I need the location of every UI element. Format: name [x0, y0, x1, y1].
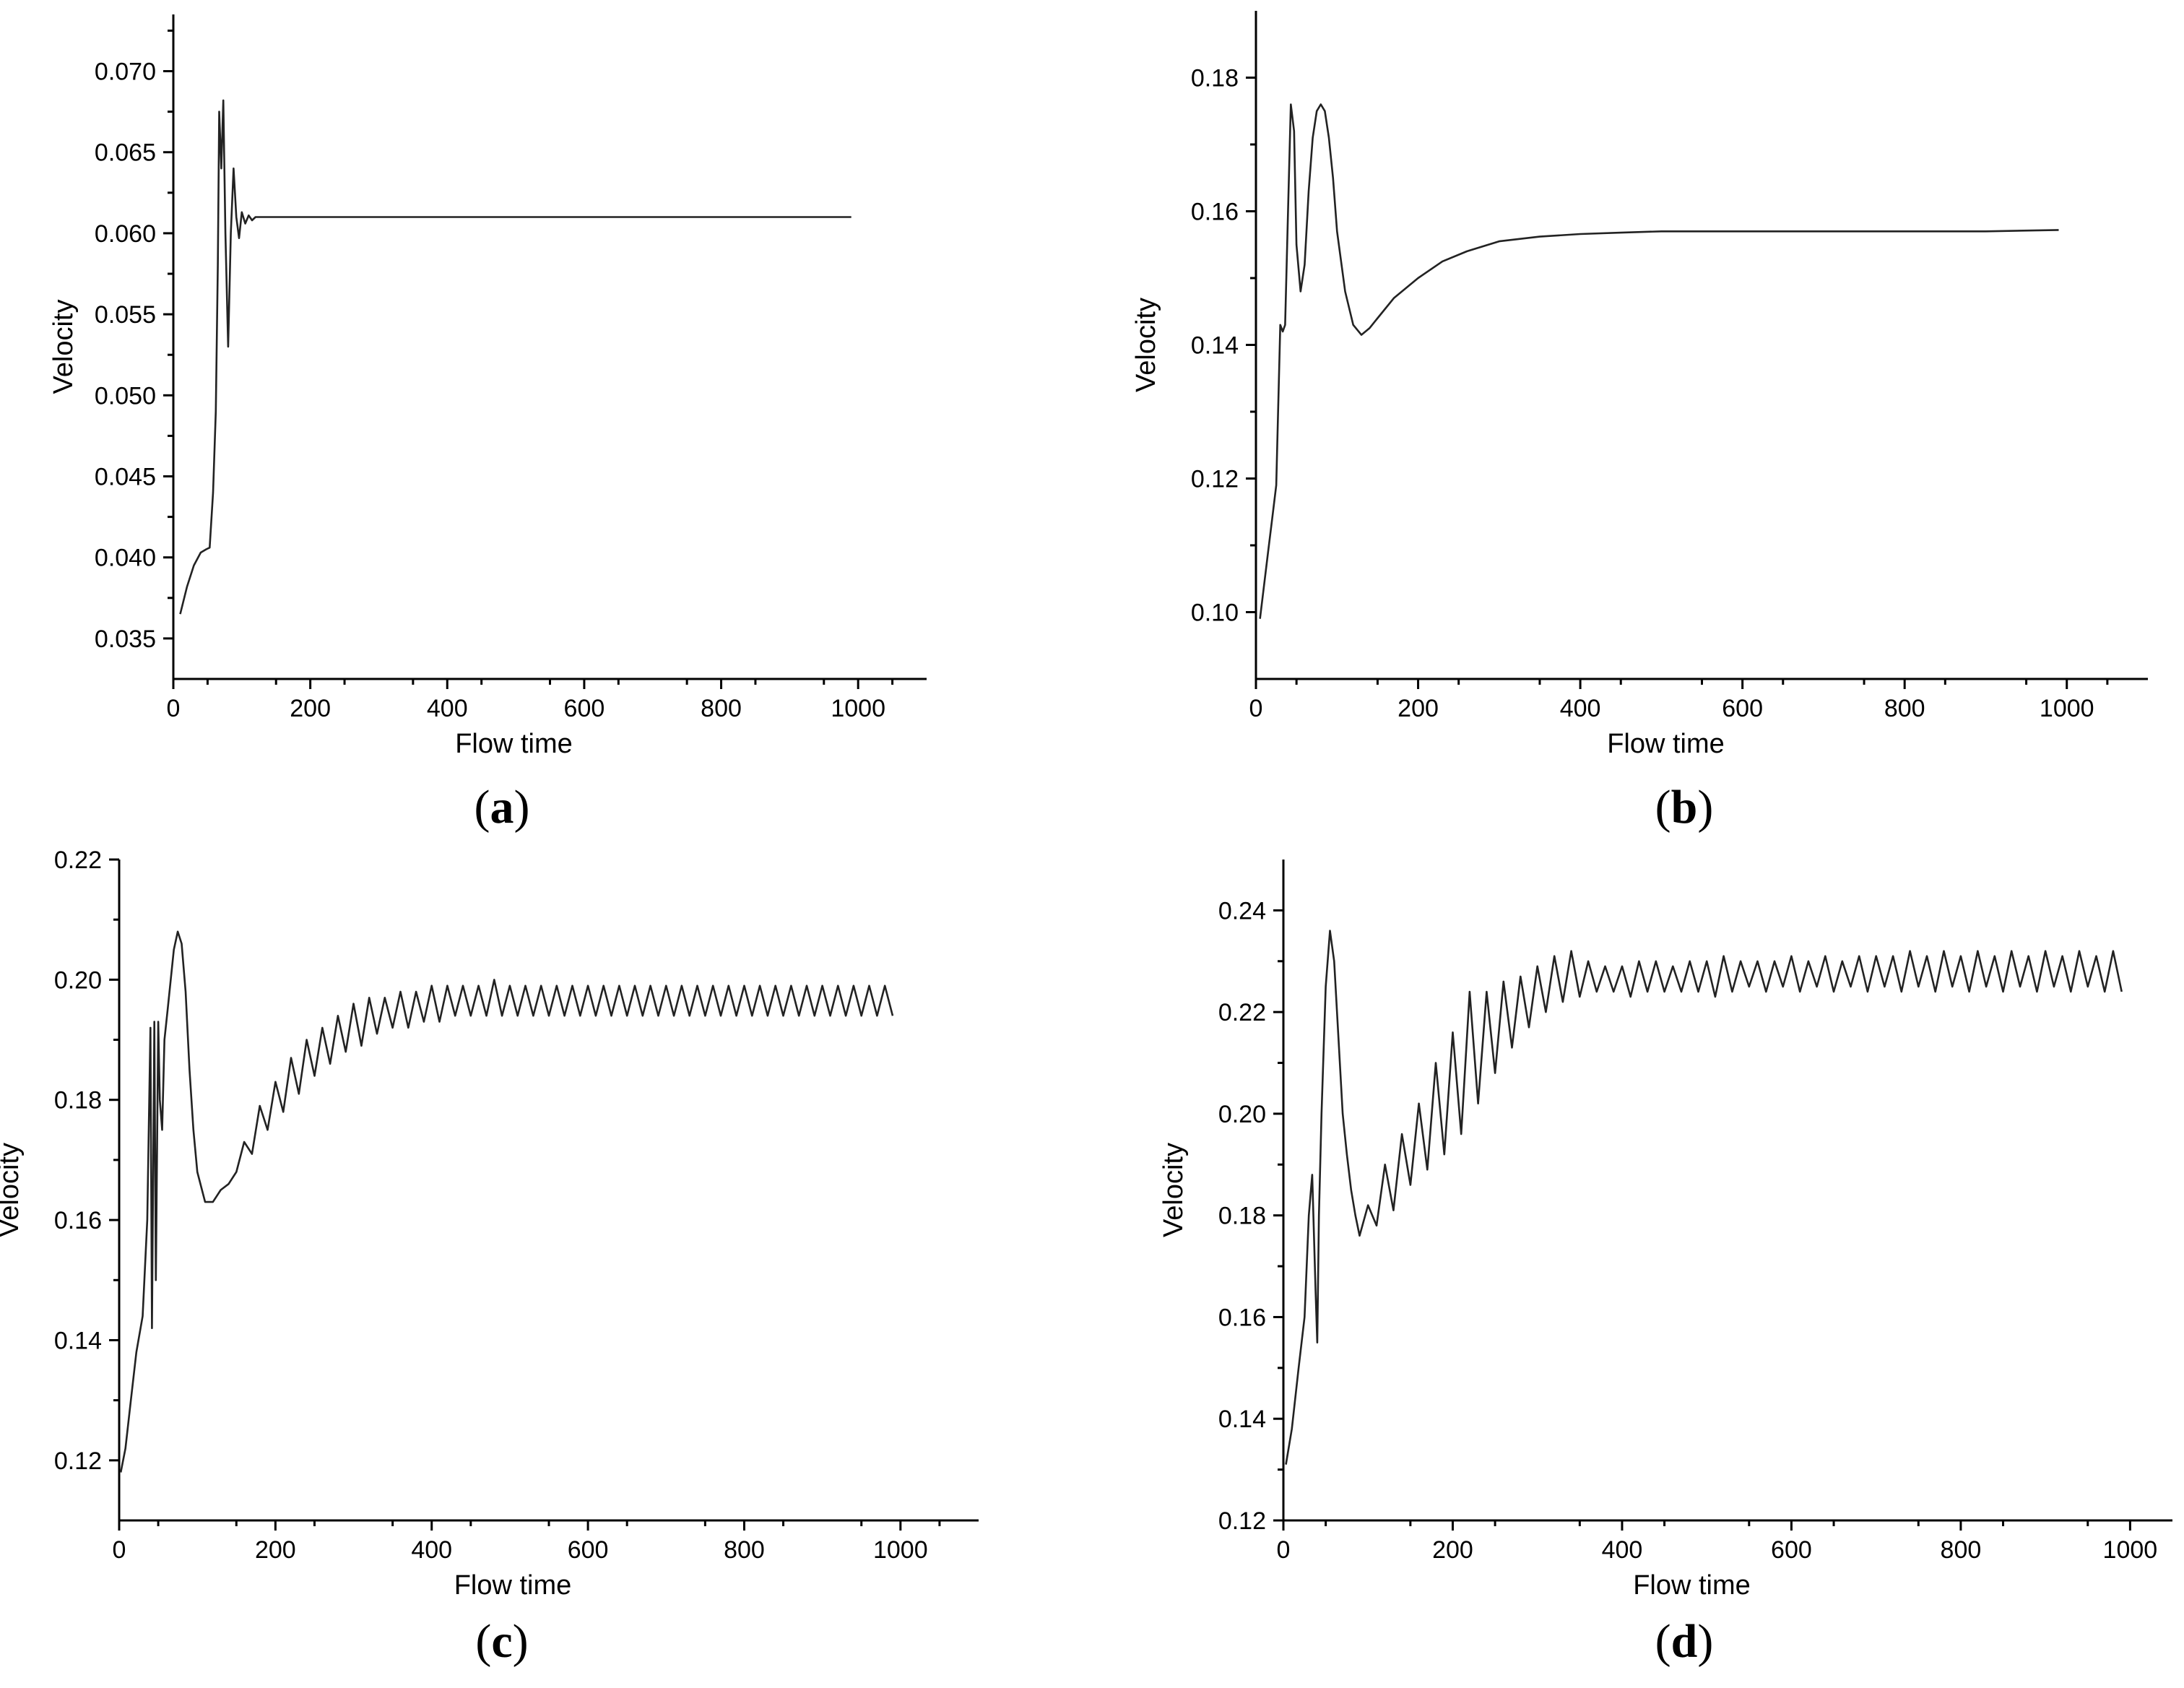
a-x-tick-label: 800 — [701, 695, 742, 722]
b-y-tick-label: 0.12 — [1191, 466, 1239, 493]
b-x-tick-label: 600 — [1722, 695, 1763, 722]
caption-d-letter: d — [1670, 1615, 1698, 1668]
c-x-tick-label: 400 — [411, 1536, 452, 1564]
b-x-tick-label: 800 — [1884, 695, 1925, 722]
a-x-tick-label: 600 — [564, 695, 605, 722]
a-velocity-line — [179, 99, 852, 615]
d-x-tick-label: 400 — [1602, 1536, 1643, 1564]
caption-c-letter: c — [491, 1615, 513, 1668]
d-y-tick-label: 0.16 — [1218, 1304, 1266, 1331]
c-x-tick-label: 800 — [724, 1536, 765, 1564]
caption-c: (c) — [475, 1615, 529, 1668]
c-x-tick-label: 600 — [568, 1536, 609, 1564]
d-y-tick-label: 0.18 — [1218, 1203, 1266, 1230]
a-y-tick-label: 0.070 — [95, 59, 156, 86]
c-y-tick-label: 0.12 — [54, 1447, 102, 1475]
a-x-tick-label: 1000 — [831, 695, 885, 722]
c-x-tick-label: 1000 — [873, 1536, 928, 1564]
d-y-tick-label: 0.12 — [1218, 1507, 1266, 1535]
b-y-tick-label: 0.10 — [1191, 600, 1239, 627]
c-velocity-line — [119, 930, 894, 1473]
b-x-tick-label: 1000 — [2040, 695, 2094, 722]
c-y-axis-title: Velocity — [0, 1143, 25, 1237]
d-velocity-line — [1285, 930, 2123, 1465]
a-x-tick-label: 0 — [167, 695, 181, 722]
a-x-tick-label: 400 — [427, 695, 468, 722]
b-y-tick-label: 0.14 — [1191, 332, 1239, 360]
b-y-axis-title: Velocity — [1131, 298, 1161, 392]
d-x-tick-label: 600 — [1771, 1536, 1812, 1564]
d-x-tick-label: 0 — [1277, 1536, 1291, 1564]
a-x-tick-label: 200 — [290, 695, 331, 722]
b-x-tick-label: 200 — [1398, 695, 1439, 722]
c-x-axis-title: Flow time — [454, 1570, 572, 1601]
caption-d: (d) — [1655, 1615, 1714, 1668]
c-y-tick-label: 0.20 — [54, 966, 102, 994]
c-x-tick-label: 0 — [113, 1536, 126, 1564]
chart-d: 0 200 400 600 800 1000 0.12 0.14 0.16 0.18 0.20 0.2… — [1158, 860, 2172, 1601]
a-y-tick-label: 0.050 — [95, 382, 156, 410]
b-velocity-line — [1259, 103, 2059, 619]
d-x-tick-label: 200 — [1432, 1536, 1473, 1564]
d-y-tick-label: 0.22 — [1218, 999, 1266, 1026]
d-y-tick-label: 0.14 — [1218, 1406, 1266, 1433]
chart-c: 0 200 400 600 800 1000 0.12 0.14 0.16 0.18 0.20 0.2… — [0, 847, 979, 1601]
b-x-tick-label: 400 — [1560, 695, 1601, 722]
a-y-axis-title: Velocity — [48, 300, 79, 394]
a-y-tick-label: 0.055 — [95, 301, 156, 329]
caption-b: (b) — [1655, 781, 1714, 834]
b-x-axis-title: Flow time — [1607, 729, 1725, 759]
d-x-tick-label: 1000 — [2103, 1536, 2158, 1564]
d-x-axis-title: Flow time — [1633, 1570, 1751, 1601]
d-y-tick-label: 0.20 — [1218, 1101, 1266, 1128]
b-y-tick-label: 0.16 — [1191, 199, 1239, 226]
c-y-tick-label: 0.18 — [54, 1087, 102, 1114]
c-y-tick-label: 0.22 — [54, 847, 102, 874]
a-x-axis-title: Flow time — [455, 729, 573, 759]
c-y-tick-label: 0.14 — [54, 1327, 102, 1354]
a-y-tick-label: 0.035 — [95, 626, 156, 653]
a-y-tick-label: 0.045 — [95, 464, 156, 491]
c-x-tick-label: 200 — [255, 1536, 296, 1564]
d-y-tick-label: 0.24 — [1218, 897, 1266, 925]
chart-b: 0 200 400 600 800 1000 0.10 0.12 0.14 0.16 0.18 Flo… — [1131, 11, 2148, 759]
d-y-axis-title: Velocity — [1158, 1143, 1189, 1237]
caption-b-letter: b — [1670, 781, 1698, 834]
a-y-tick-label: 0.060 — [95, 220, 156, 248]
caption-a: (a) — [474, 781, 530, 834]
c-y-tick-label: 0.16 — [54, 1207, 102, 1234]
chart-a: 0 200 400 600 800 1000 0.035 0.040 0.045 0.050 0.0… — [48, 14, 927, 759]
a-y-tick-label: 0.040 — [95, 545, 156, 572]
a-y-tick-label: 0.065 — [95, 139, 156, 167]
b-x-tick-label: 0 — [1249, 695, 1263, 722]
caption-a-letter: a — [490, 781, 514, 834]
b-y-tick-label: 0.18 — [1191, 65, 1239, 92]
d-x-tick-label: 800 — [1941, 1536, 1982, 1564]
